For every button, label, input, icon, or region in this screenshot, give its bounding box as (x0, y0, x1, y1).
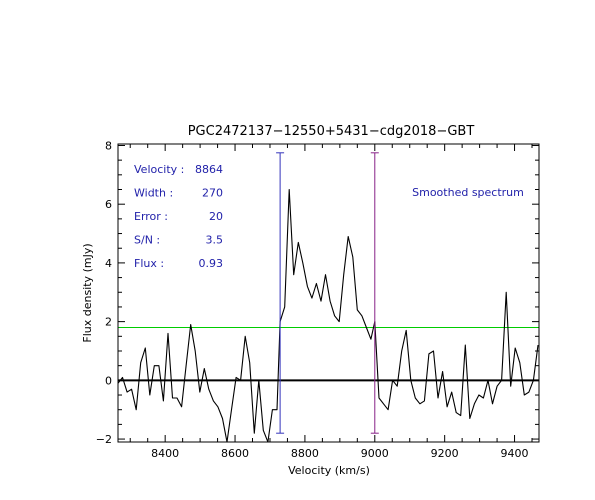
measurement-label: S/N : (134, 234, 160, 247)
y-tick-label: 8 (105, 139, 112, 152)
plot-content (118, 152, 539, 442)
measurement-label: Error : (134, 210, 168, 223)
x-tick-label: 9400 (501, 447, 529, 460)
y-tick-label: 2 (105, 316, 112, 329)
measurement-value: 0.93 (199, 257, 224, 270)
x-tick-label: 8400 (151, 447, 179, 460)
y-tick-label: −2 (96, 433, 112, 446)
x-axis-ticks: 8400 8600 8800 9000 9200 9400 (129, 144, 533, 460)
y-tick-label: 0 (105, 374, 112, 387)
measurement-value: 3.5 (206, 234, 224, 247)
measurement-label: Width : (134, 187, 173, 200)
smoothed-spectrum-annotation: Smoothed spectrum (412, 186, 524, 199)
x-tick-label: 8800 (291, 447, 319, 460)
measurement-value: 8864 (195, 163, 223, 176)
y-axis-label: Flux density (mJy) (81, 243, 94, 342)
measurement-list: Velocity : 8864 Width : 270 Error : 20 S/N : 3.… (134, 163, 223, 270)
x-tick-label: 9200 (431, 447, 459, 460)
measurement-label: Flux : (134, 257, 164, 270)
y-tick-label: 4 (105, 257, 112, 270)
measurement-value: 20 (209, 210, 223, 223)
spectrum-line (118, 188, 539, 442)
x-tick-label: 8600 (221, 447, 249, 460)
y-tick-label: 6 (105, 198, 112, 211)
plot-frame (117, 143, 540, 443)
measurement-value: 270 (202, 187, 223, 200)
x-tick-label: 9000 (361, 447, 389, 460)
measurement-label: Velocity : (134, 163, 184, 176)
chart-title: PGC2472137−12550+5431−cdg2018−GBT (188, 124, 475, 139)
y-axis-ticks: −2 0 2 4 6 8 (96, 139, 539, 446)
x-axis-label: Velocity (km/s) (288, 464, 370, 477)
plot-area (118, 152, 539, 442)
